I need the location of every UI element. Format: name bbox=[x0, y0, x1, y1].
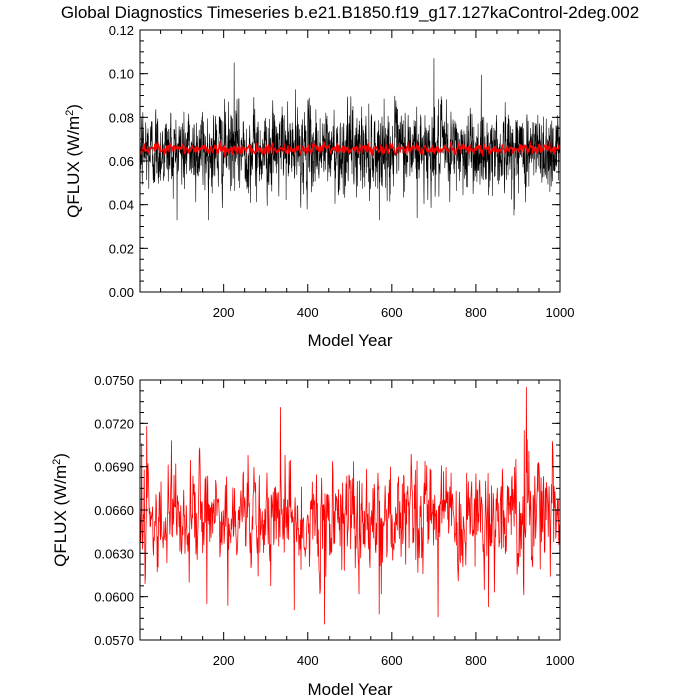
top-y-axis-title-main: QFLUX (W/m bbox=[64, 116, 83, 218]
top-plot-frame bbox=[139, 29, 561, 293]
bottom-x-tick-label-1: 400 bbox=[297, 653, 319, 668]
top-x-tick-label-4: 1000 bbox=[546, 305, 575, 320]
top-x-tick-label-0: 200 bbox=[213, 305, 235, 320]
bottom-y-axis-title: QFLUX (W/m2) bbox=[51, 453, 70, 567]
bottom-x-axis-title: Model Year bbox=[307, 680, 392, 699]
bottom-x-tick-label-3: 800 bbox=[465, 653, 487, 668]
top-y-axis-title-end: ) bbox=[64, 104, 83, 110]
bottom-y-axis-title-main: QFLUX (W/m bbox=[51, 465, 70, 567]
bottom-x-tick-label-0: 200 bbox=[213, 653, 235, 668]
top-smoothed-series-line bbox=[140, 140, 560, 158]
bottom-y-tick-label-0: 0.0570 bbox=[94, 633, 134, 648]
top-y-tick-label-2: 0.04 bbox=[109, 198, 134, 213]
bottom-y-tick-label-4: 0.0690 bbox=[94, 460, 134, 475]
top-y-tick-label-3: 0.06 bbox=[109, 154, 134, 169]
top-y-tick-label-5: 0.10 bbox=[109, 67, 134, 82]
bottom-y-tick-label-2: 0.0630 bbox=[94, 546, 134, 561]
bottom-y-axis-title-end: ) bbox=[51, 453, 70, 459]
bottom-plot-frame bbox=[139, 379, 561, 641]
top-panel: 200 400 600 800 1000 0.00 0.02 0.04 0.06 0.08 0.10… bbox=[64, 23, 574, 350]
bottom-x-tick-label-2: 600 bbox=[381, 653, 403, 668]
top-y-tick-label-1: 0.02 bbox=[109, 241, 134, 256]
figure-title: Global Diagnostics Timeseries b.e21.B185… bbox=[61, 3, 639, 22]
top-raw-series-group bbox=[140, 58, 560, 292]
top-x-tick-label-2: 600 bbox=[381, 305, 403, 320]
bottom-series-group bbox=[140, 386, 560, 625]
top-y-tick-label-4: 0.08 bbox=[109, 110, 134, 125]
bottom-y-tick-label-6: 0.0750 bbox=[94, 373, 134, 388]
top-x-tick-label-3: 800 bbox=[465, 305, 487, 320]
bottom-y-axis-title-superscript: 2 bbox=[51, 459, 63, 465]
bottom-x-tick-label-4: 1000 bbox=[546, 653, 575, 668]
top-raw-series-line bbox=[140, 58, 560, 292]
top-smoothed-series-group bbox=[140, 140, 560, 158]
top-x-axis-title: Model Year bbox=[307, 331, 392, 350]
top-y-tick-label-6: 0.12 bbox=[109, 23, 134, 38]
bottom-y-tick-label-1: 0.0600 bbox=[94, 590, 134, 605]
bottom-series-line bbox=[140, 386, 560, 625]
bottom-y-tick-label-5: 0.0720 bbox=[94, 416, 134, 431]
top-y-tick-label-0: 0.00 bbox=[109, 285, 134, 300]
top-y-axis-title: QFLUX (W/m2) bbox=[64, 104, 83, 218]
bottom-y-tick-label-3: 0.0660 bbox=[94, 503, 134, 518]
bottom-ticks: 200 400 600 800 1000 0.0570 0.0600 0.0630 0.0660… bbox=[94, 373, 574, 668]
bottom-panel: 200 400 600 800 1000 0.0570 0.0600 0.0630 0.0660… bbox=[51, 373, 574, 699]
top-y-axis-title-superscript: 2 bbox=[64, 110, 76, 116]
top-x-tick-label-1: 400 bbox=[297, 305, 319, 320]
